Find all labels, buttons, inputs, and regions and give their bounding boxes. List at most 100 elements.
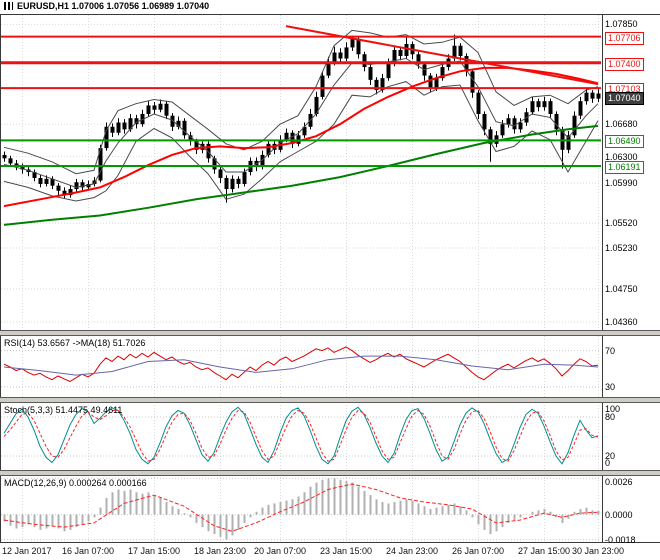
candle-body [170, 115, 175, 127]
candle-body [344, 47, 349, 59]
stoch-indicator-label: Stoch(5,3,3) 51.4475 49.4611 [4, 405, 123, 415]
candle-body [188, 135, 193, 142]
candle-body [380, 78, 385, 91]
candle-body [368, 67, 373, 80]
candle-body [548, 101, 553, 114]
candle-body [86, 183, 91, 188]
slow-ma-line [3, 124, 599, 226]
candle-body [32, 172, 37, 178]
candle-body [122, 122, 127, 130]
candle-body [518, 122, 523, 130]
candle-body [164, 103, 169, 116]
candle-body [56, 185, 61, 191]
candle-body [596, 93, 601, 99]
candle-body [146, 105, 151, 114]
candle-body [458, 45, 463, 56]
candle-body [80, 182, 85, 188]
candle-body [362, 54, 367, 68]
candle-body [212, 158, 217, 170]
candle-body [554, 113, 559, 130]
candle-body [302, 126, 307, 136]
candle-body [326, 62, 331, 76]
candle-body [98, 148, 103, 181]
candle-body [470, 71, 475, 93]
candle-body [62, 190, 67, 196]
chart-title-text: EURUSD,H1 1.07006 1.07056 1.06989 1.0704… [17, 1, 210, 11]
candle-body [182, 120, 187, 136]
candle-body [44, 178, 49, 184]
candle-body [428, 75, 433, 89]
candle-body [584, 92, 589, 102]
candle-body [530, 101, 535, 113]
candle-body [110, 126, 115, 133]
candle-body [572, 115, 577, 136]
band-middle-line [3, 57, 599, 188]
rsi-line [3, 346, 599, 383]
candle-body [116, 122, 121, 133]
descending-trendline [285, 25, 599, 86]
candle-body [266, 143, 271, 155]
candle-body [542, 101, 547, 108]
candle-body [566, 135, 571, 150]
rsi-indicator-label: RSI(14) 53.6567 ->MA(18) 51.7026 [4, 338, 146, 348]
candle-body [398, 49, 403, 56]
candle-body [536, 101, 541, 108]
candle-body [452, 45, 457, 59]
candle-body [488, 129, 493, 144]
candle-body [242, 172, 247, 184]
candle-body [74, 182, 79, 190]
macd-signal-line [3, 483, 599, 532]
candle-body [314, 96, 319, 114]
candle-body [206, 143, 211, 159]
candle-body [20, 166, 25, 170]
candle-body [482, 113, 487, 130]
candle-body [176, 120, 181, 127]
candle-body [512, 118, 517, 130]
candle-body [230, 178, 235, 190]
candle-body [134, 118, 139, 125]
stoch-signal-line [3, 409, 599, 462]
macd-indicator-label: MACD(12,26,9) 0.000264 0.000166 [4, 478, 147, 488]
candle-body [374, 79, 379, 91]
candle-body [224, 177, 229, 190]
candle-body [50, 178, 55, 186]
candle-body [416, 54, 421, 65]
candle-body [284, 132, 289, 140]
stoch-main-line [3, 406, 599, 465]
rsi-ma-line [3, 355, 599, 376]
candle-body [440, 67, 445, 79]
candle-body [332, 52, 337, 63]
candle-body [152, 105, 157, 110]
candle-body [578, 101, 583, 116]
panel-separator[interactable] [0, 470, 660, 476]
candle-body [320, 75, 325, 97]
candle-body [434, 78, 439, 89]
candle-body [128, 118, 133, 130]
chart-icon [4, 2, 13, 10]
candle-body [218, 169, 223, 178]
candle-body [386, 62, 391, 79]
candle-body [590, 92, 595, 99]
candle-body [506, 118, 511, 125]
candle-body [68, 189, 73, 196]
candle-body [104, 126, 109, 149]
chart-title: EURUSD,H1 1.07006 1.07056 1.06989 1.0704… [4, 1, 209, 11]
candle-body [350, 38, 355, 48]
candle-body [158, 103, 163, 110]
candle-body [392, 49, 397, 63]
candle-body [194, 141, 199, 150]
candle-body [422, 64, 427, 76]
candle-body [338, 52, 343, 59]
candle-body [476, 92, 481, 114]
band-upper-line [3, 29, 599, 175]
candle-body [500, 124, 505, 136]
candle-body [356, 38, 361, 55]
candle-body [8, 158, 13, 164]
candle-body [260, 154, 265, 167]
candle-body [38, 177, 43, 184]
candle-body [290, 132, 295, 144]
panel-separator[interactable] [0, 397, 660, 403]
panel-separator[interactable] [0, 330, 660, 336]
